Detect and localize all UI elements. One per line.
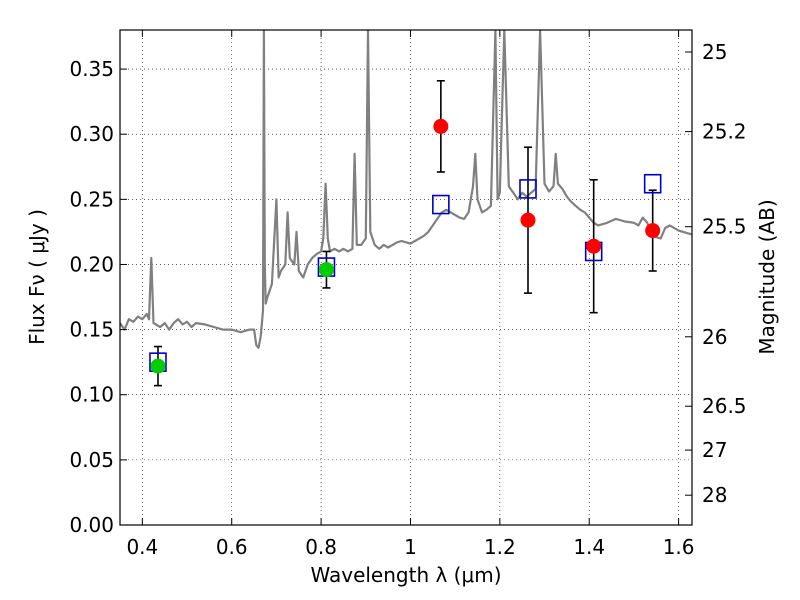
data-point-circle xyxy=(586,238,602,254)
right-axis-ticks: 25 25.2 25.5 26 26.5 27 28 xyxy=(685,40,747,507)
y-tick-label: 0.30 xyxy=(69,122,114,146)
x-tick-label: 0.8 xyxy=(305,535,337,559)
x-axis-label: Wavelength λ (μm) xyxy=(310,563,501,587)
spectrum-line xyxy=(120,30,692,349)
right-tick-label: 27 xyxy=(702,438,727,462)
y-tick-label: 0.25 xyxy=(69,187,114,211)
y-tick-label: 0.00 xyxy=(69,513,114,537)
data-point-circle xyxy=(433,118,449,134)
data-point-circle xyxy=(520,212,536,228)
data-point-circle xyxy=(645,223,661,239)
y-tick-label: 0.35 xyxy=(69,57,114,81)
x-tick-label: 1.2 xyxy=(484,535,516,559)
x-tick-label: 0.4 xyxy=(126,535,158,559)
x-tick-label: 1.4 xyxy=(573,535,605,559)
data-point-circle xyxy=(318,262,334,278)
x-tick-label: 1 xyxy=(404,535,417,559)
right-tick-label: 25.2 xyxy=(702,120,747,144)
circle-marker-layer xyxy=(150,118,661,374)
grid-lines xyxy=(120,30,692,526)
spectrum-layer xyxy=(120,30,692,349)
x-tick-label: 0.6 xyxy=(216,535,248,559)
right-tick-label: 25.5 xyxy=(702,215,747,239)
data-point-circle xyxy=(150,358,166,374)
y-axis-ticks: 0.00 0.05 0.10 0.15 0.20 0.25 0.30 0.35 xyxy=(69,57,127,537)
x-tick-label: 1.6 xyxy=(663,535,695,559)
plot-frame xyxy=(119,29,693,526)
right-tick-label: 26.5 xyxy=(702,394,747,418)
y-tick-label: 0.10 xyxy=(69,383,114,407)
y-tick-label: 0.20 xyxy=(69,252,114,276)
x-axis-ticks: 0.4 0.6 0.8 1 1.2 1.4 1.6 xyxy=(126,30,695,559)
y-tick-label: 0.05 xyxy=(69,448,114,472)
plot-area xyxy=(120,30,692,387)
right-axis-label: Magnitude (AB) xyxy=(755,199,779,354)
square-marker-layer xyxy=(149,173,662,372)
model-square-marker xyxy=(432,194,450,215)
right-tick-label: 28 xyxy=(702,483,727,507)
right-tick-label: 26 xyxy=(702,325,727,349)
y-axis-label: Flux Fν ( μJy ) xyxy=(25,209,49,345)
model-square-marker xyxy=(643,173,662,194)
model-square-marker xyxy=(519,179,537,199)
right-tick-label: 25 xyxy=(702,40,727,64)
y-tick-label: 0.15 xyxy=(69,318,114,342)
errorbar-layer xyxy=(153,80,657,387)
